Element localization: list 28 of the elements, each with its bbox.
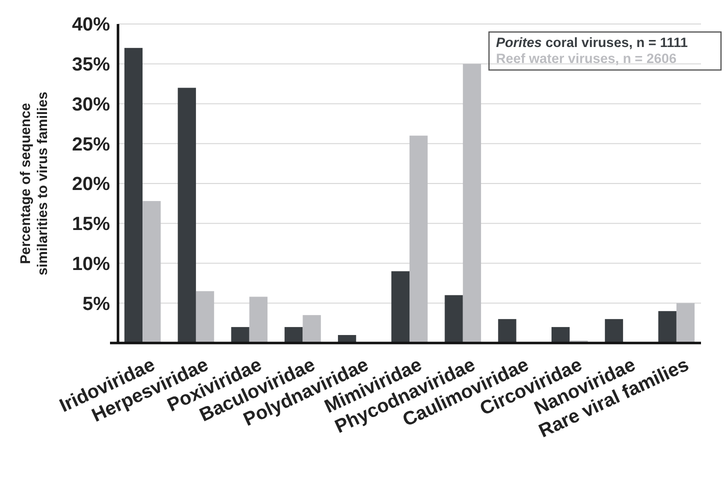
text: Porites coral viruses, n = 1111 xyxy=(496,35,688,50)
bar xyxy=(196,291,214,343)
y-tick-label: 35% xyxy=(72,54,110,76)
bar xyxy=(604,319,624,343)
y-tick-label: 30% xyxy=(72,94,110,116)
bar xyxy=(302,315,321,343)
bar xyxy=(462,64,482,343)
bar xyxy=(178,88,196,343)
bar xyxy=(676,303,695,343)
bar xyxy=(498,319,516,343)
bar xyxy=(391,271,410,343)
bar xyxy=(552,327,570,343)
bar xyxy=(658,311,676,343)
y-tick-label: 40% xyxy=(72,14,110,36)
bar xyxy=(124,48,143,343)
bar xyxy=(284,327,303,343)
bar xyxy=(410,136,428,343)
y-axis-title: Percentage of sequence similarities to virus families xyxy=(17,91,50,276)
y-tick-label: 15% xyxy=(72,214,110,236)
y-tick-label: 10% xyxy=(72,254,110,275)
bar xyxy=(231,327,250,343)
series-label: Reef water viruses, n = 2606 xyxy=(496,51,677,66)
bar xyxy=(142,201,161,343)
y-tick-label: 20% xyxy=(72,174,110,196)
y-tick-label: 25% xyxy=(72,134,110,156)
y-tick-label: 5% xyxy=(82,294,110,315)
bar xyxy=(444,295,463,343)
bar xyxy=(249,296,268,343)
